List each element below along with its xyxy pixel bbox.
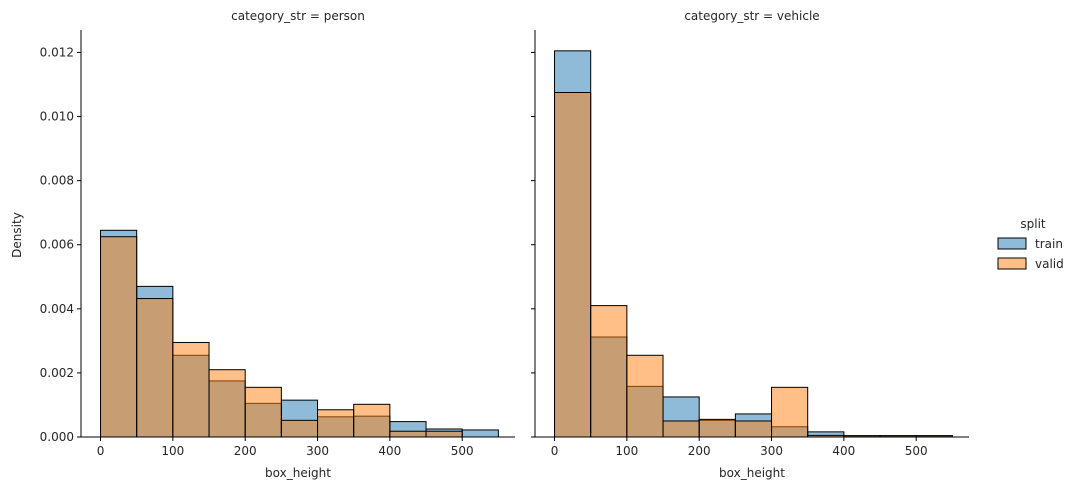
y-tick-label: 0.004 bbox=[40, 302, 74, 316]
bar-valid-0 bbox=[554, 91, 592, 438]
bar-valid-0 bbox=[100, 236, 138, 438]
x-tick-label: 100 bbox=[615, 444, 638, 458]
x-tick-label: 500 bbox=[905, 444, 928, 458]
legend-label-train: train bbox=[1035, 237, 1063, 251]
y-tick-label: 0.012 bbox=[40, 45, 74, 59]
bar-valid-2 bbox=[172, 341, 210, 438]
x-axis-label: box_height bbox=[719, 466, 785, 480]
bar-valid-1 bbox=[590, 305, 628, 438]
x-tick-label: 400 bbox=[832, 444, 855, 458]
x-tick-label: 200 bbox=[234, 444, 257, 458]
panel-title: category_str = vehicle bbox=[684, 9, 819, 23]
legend: split train valid bbox=[997, 217, 1064, 271]
panel-2: category_str = vehicle 0 100 200 300 400 500 bo… bbox=[531, 9, 969, 480]
y-tick-label: 0.010 bbox=[40, 110, 74, 124]
bar-valid-4 bbox=[244, 386, 282, 438]
x-tick-label: 200 bbox=[688, 444, 711, 458]
bar-valid-2 bbox=[626, 354, 664, 438]
series-valid bbox=[100, 236, 463, 438]
legend-title: split bbox=[1020, 217, 1046, 231]
x-axis-label: box_height bbox=[265, 466, 331, 480]
bar-valid-3 bbox=[662, 420, 700, 438]
panel-1: category_str = person 0.000 0.002 0.004 0.00… bbox=[40, 9, 515, 480]
bar-valid-5 bbox=[734, 420, 773, 438]
bar-train-10 bbox=[461, 429, 499, 438]
x-tick-label: 500 bbox=[451, 444, 474, 458]
bar-valid-3 bbox=[208, 369, 246, 438]
y-tick-label: 0.002 bbox=[40, 366, 74, 380]
bar-valid-9 bbox=[425, 430, 463, 438]
x-tick-label: 400 bbox=[378, 444, 401, 458]
x-tick-label: 100 bbox=[161, 444, 184, 458]
bar-valid-7 bbox=[353, 403, 391, 438]
bar-valid-4 bbox=[698, 418, 736, 438]
y-axis-label: Density bbox=[10, 212, 24, 258]
x-tick-label: 0 bbox=[551, 444, 559, 458]
x-tick-label: 0 bbox=[97, 444, 105, 458]
y-tick-label: 0.000 bbox=[40, 430, 74, 444]
bar-valid-1 bbox=[136, 298, 174, 438]
series-valid bbox=[554, 91, 953, 438]
legend-label-valid: valid bbox=[1035, 257, 1064, 271]
bar-valid-6 bbox=[771, 386, 809, 438]
bar-valid-6 bbox=[317, 409, 355, 438]
x-tick-label: 300 bbox=[760, 444, 783, 458]
x-tick-label: 300 bbox=[306, 444, 329, 458]
y-tick-label: 0.006 bbox=[40, 238, 74, 252]
panel-title: category_str = person bbox=[231, 9, 365, 23]
legend-swatch-train bbox=[997, 237, 1027, 250]
legend-swatch-valid bbox=[997, 257, 1027, 270]
bar-valid-5 bbox=[280, 419, 319, 438]
bar-valid-8 bbox=[389, 430, 427, 438]
y-tick-label: 0.008 bbox=[40, 174, 74, 188]
